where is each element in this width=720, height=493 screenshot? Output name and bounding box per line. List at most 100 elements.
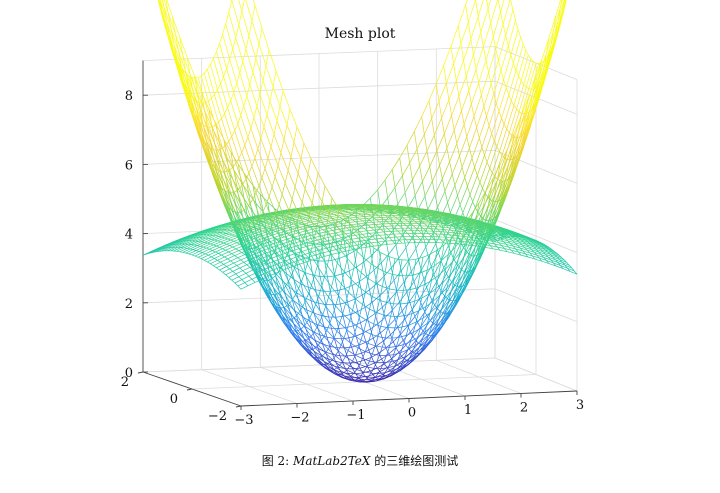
- paraboloid-mesh-line: [303, 322, 308, 327]
- paraboloid-mesh-line: [343, 369, 348, 373]
- paraboloid-mesh-line: [197, 75, 202, 78]
- paraboloid-mesh-line: [470, 38, 474, 55]
- dome-mesh-line: [504, 233, 512, 237]
- paraboloid-mesh-line: [501, 94, 510, 119]
- paraboloid-mesh-line: [436, 133, 445, 151]
- dome-mesh-line: [258, 218, 267, 222]
- paraboloid-mesh-line: [307, 335, 312, 340]
- dome-mesh-line: [372, 222, 376, 225]
- paraboloid-mesh-line: [345, 377, 353, 382]
- dome-mesh-line: [362, 220, 366, 224]
- paraboloid-mesh-line: [309, 349, 313, 351]
- dome-mesh-line: [292, 226, 300, 230]
- paraboloid-mesh-line: [481, 125, 490, 148]
- dome-mesh-line: [549, 249, 557, 254]
- paraboloid-mesh-line: [411, 345, 416, 353]
- paraboloid-mesh-line: [421, 332, 426, 341]
- paraboloid-mesh-line: [396, 344, 404, 347]
- paraboloid-mesh-line: [281, 280, 286, 293]
- paraboloid-mesh-line: [340, 337, 345, 346]
- paraboloid-mesh-line: [229, 166, 234, 171]
- paraboloid-mesh-line: [475, 0, 479, 17]
- paraboloid-mesh-line: [223, 171, 232, 193]
- paraboloid-mesh-line: [423, 134, 428, 152]
- paraboloid-mesh-line: [445, 301, 449, 311]
- paraboloid-mesh-line: [461, 280, 470, 294]
- paraboloid-mesh-line: [166, 0, 173, 17]
- paraboloid-mesh-line: [380, 326, 389, 334]
- paraboloid-mesh-line: [358, 222, 367, 230]
- paraboloid-mesh-line: [199, 102, 203, 104]
- paraboloid-mesh-line: [316, 357, 325, 365]
- dome-mesh-line: [463, 221, 471, 224]
- paraboloid-mesh-line: [490, 211, 499, 229]
- paraboloid-mesh-line: [404, 349, 409, 357]
- paraboloid-mesh-line: [404, 318, 409, 327]
- paraboloid-mesh-line: [486, 217, 495, 233]
- paraboloid-mesh-line: [264, 289, 273, 304]
- dome-mesh-line: [221, 251, 229, 256]
- paraboloid-mesh-line: [280, 243, 284, 260]
- dome-mesh-line: [165, 244, 174, 249]
- paraboloid-mesh-line: [336, 365, 340, 369]
- paraboloid-mesh-line: [395, 347, 400, 353]
- paraboloid-mesh-line: [326, 362, 330, 365]
- dome-mesh-line: [348, 211, 356, 213]
- paraboloid-mesh-line: [338, 328, 342, 339]
- dome-mesh-line: [338, 220, 346, 223]
- paraboloid-mesh-line: [277, 307, 286, 320]
- dome-mesh-line: [276, 224, 284, 227]
- dome-mesh-line: [256, 218, 264, 221]
- mesh-surfaces: [142, 0, 578, 383]
- dome-mesh-line: [210, 228, 219, 233]
- paraboloid-mesh-line: [469, 147, 473, 159]
- dome-mesh-line: [433, 220, 441, 222]
- paraboloid-mesh-line: [492, 11, 501, 37]
- paraboloid-mesh-line: [253, 226, 262, 244]
- dome-mesh-line: [215, 232, 224, 237]
- paraboloid-mesh-line: [353, 372, 362, 377]
- dome-mesh-line: [223, 242, 227, 245]
- paraboloid-mesh-line: [260, 243, 269, 261]
- dome-mesh-line: [431, 218, 440, 222]
- paraboloid-mesh-line: [372, 377, 376, 381]
- paraboloid-mesh-line: [350, 343, 359, 349]
- dome-mesh-line: [269, 217, 277, 220]
- paraboloid-mesh-line: [441, 300, 449, 310]
- dome-mesh-line: [275, 229, 283, 232]
- paraboloid-mesh-line: [330, 369, 334, 371]
- dome-mesh-line: [316, 207, 324, 210]
- paraboloid-mesh-line: [277, 226, 282, 244]
- paraboloid-mesh-line: [273, 251, 282, 268]
- paraboloid-mesh-line: [495, 103, 500, 112]
- dome-mesh-line: [203, 231, 212, 236]
- paraboloid-mesh-line: [367, 313, 376, 319]
- paraboloid-mesh-line: [313, 357, 322, 365]
- paraboloid-mesh-line: [523, 58, 532, 85]
- paraboloid-mesh-line: [179, 36, 184, 55]
- dome-mesh-line: [259, 239, 268, 243]
- paraboloid-mesh-line: [376, 276, 385, 284]
- paraboloid-mesh-line: [227, 191, 231, 194]
- paraboloid-mesh-line: [469, 258, 473, 270]
- paraboloid-mesh-line: [416, 279, 425, 292]
- dome-mesh-line: [142, 253, 147, 256]
- dome-mesh-line: [259, 226, 267, 230]
- paraboloid-mesh-line: [515, 44, 524, 71]
- dome-mesh-line: [267, 236, 275, 241]
- paraboloid-mesh-line: [259, 264, 263, 266]
- dome-mesh-line: [266, 216, 274, 220]
- dome-mesh-line: [319, 227, 324, 230]
- paraboloid-mesh-line: [463, 60, 467, 77]
- paraboloid-mesh-line: [285, 232, 293, 238]
- paraboloid-mesh-line: [195, 106, 204, 126]
- paraboloid-mesh-line: [311, 300, 319, 304]
- paraboloid-mesh-line: [486, 0, 489, 9]
- paraboloid-mesh-line: [444, 173, 453, 192]
- paraboloid-mesh-line: [493, 118, 502, 141]
- paraboloid-mesh-line: [200, 75, 209, 102]
- paraboloid-mesh-line: [281, 317, 290, 330]
- paraboloid-mesh-line: [454, 293, 462, 306]
- dome-mesh-line: [232, 243, 241, 248]
- paraboloid-mesh-line: [479, 182, 483, 189]
